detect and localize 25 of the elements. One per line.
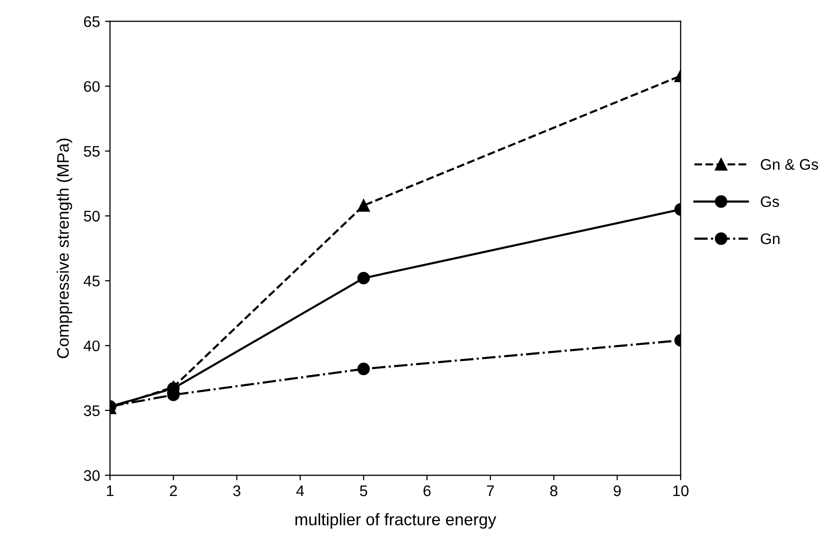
y-tick-label: 35 bbox=[84, 405, 100, 416]
y-tick-label: 45 bbox=[84, 276, 100, 286]
x-tick-label: 2 bbox=[170, 485, 177, 496]
x-tick-label: 5 bbox=[360, 486, 368, 496]
legend-label: Gs bbox=[760, 196, 780, 208]
y-tick-label: 55 bbox=[84, 146, 100, 157]
y-tick-label: 40 bbox=[84, 340, 100, 352]
x-tick-label: 3 bbox=[233, 485, 240, 496]
legend-label: Gn bbox=[760, 233, 780, 244]
y-tick-label: 60 bbox=[84, 81, 100, 92]
y-tick-label: 50 bbox=[84, 210, 100, 222]
x-axis-title: multiplier of fracture energy bbox=[295, 513, 496, 529]
y-axis-title: Comppressive strength (MPa) bbox=[56, 138, 72, 358]
x-tick-label: 6 bbox=[424, 485, 431, 496]
point bbox=[357, 362, 370, 376]
x-tick-label: 8 bbox=[550, 485, 558, 496]
y-tick-label: 65 bbox=[84, 16, 100, 28]
x-tick-label: 9 bbox=[614, 485, 621, 496]
x-tick-label: 10 bbox=[673, 485, 689, 496]
point bbox=[357, 272, 370, 284]
y-tick-label: 30 bbox=[84, 470, 100, 481]
legend-label: Gn & Gs bbox=[760, 159, 818, 170]
x-tick-label: 4 bbox=[296, 486, 304, 496]
x-tick-label: 1 bbox=[106, 486, 114, 496]
x-tick-label: 7 bbox=[486, 486, 494, 496]
